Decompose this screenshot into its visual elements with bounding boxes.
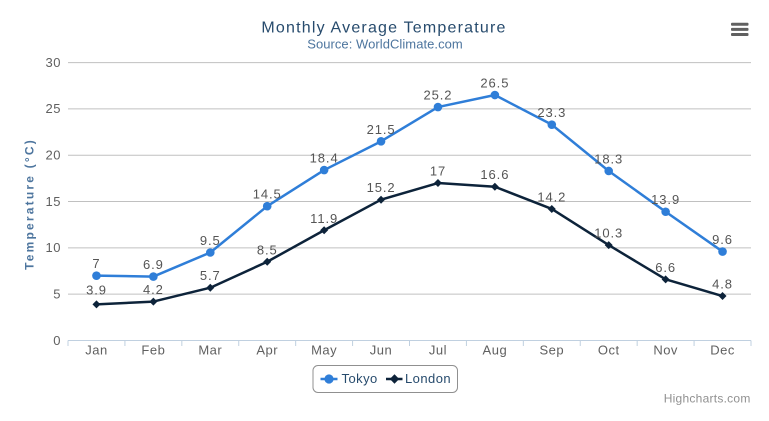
svg-text:18.4: 18.4 bbox=[310, 151, 339, 166]
svg-text:Monthly Average Temperature: Monthly Average Temperature bbox=[261, 19, 506, 36]
svg-text:8.5: 8.5 bbox=[257, 242, 278, 257]
svg-text:4.8: 4.8 bbox=[712, 277, 733, 292]
svg-text:18.3: 18.3 bbox=[594, 152, 623, 167]
svg-text:4.2: 4.2 bbox=[143, 282, 164, 297]
svg-text:9.5: 9.5 bbox=[200, 233, 221, 248]
svg-text:Jan: Jan bbox=[85, 342, 107, 357]
svg-text:Mar: Mar bbox=[198, 342, 222, 357]
svg-text:15.2: 15.2 bbox=[367, 180, 396, 195]
svg-text:May: May bbox=[311, 342, 337, 357]
svg-text:16.6: 16.6 bbox=[480, 167, 509, 182]
svg-text:Oct: Oct bbox=[598, 342, 620, 357]
svg-text:7: 7 bbox=[92, 256, 100, 271]
svg-text:20: 20 bbox=[46, 148, 61, 163]
svg-text:0: 0 bbox=[53, 333, 61, 348]
svg-text:6.9: 6.9 bbox=[143, 257, 164, 272]
svg-text:London: London bbox=[405, 371, 451, 386]
svg-text:Nov: Nov bbox=[653, 342, 678, 357]
svg-text:10: 10 bbox=[46, 240, 61, 255]
svg-text:26.5: 26.5 bbox=[480, 76, 509, 91]
svg-text:17: 17 bbox=[430, 164, 446, 179]
svg-text:25.2: 25.2 bbox=[424, 88, 453, 103]
svg-text:Aug: Aug bbox=[483, 342, 508, 357]
svg-text:Source: WorldClimate.com: Source: WorldClimate.com bbox=[307, 37, 463, 52]
svg-text:14.2: 14.2 bbox=[537, 190, 566, 205]
svg-text:25: 25 bbox=[46, 101, 61, 116]
svg-text:9.6: 9.6 bbox=[712, 232, 733, 247]
svg-text:10.3: 10.3 bbox=[594, 226, 623, 241]
svg-text:23.3: 23.3 bbox=[537, 105, 566, 120]
svg-text:21.5: 21.5 bbox=[367, 122, 396, 137]
svg-text:3.9: 3.9 bbox=[86, 282, 107, 297]
svg-text:Highcharts.com: Highcharts.com bbox=[664, 391, 751, 405]
svg-text:Sep: Sep bbox=[539, 342, 564, 357]
svg-text:Dec: Dec bbox=[710, 342, 735, 357]
svg-text:Temperature (°C): Temperature (°C) bbox=[23, 138, 37, 270]
svg-text:Apr: Apr bbox=[256, 342, 278, 357]
svg-text:5.7: 5.7 bbox=[200, 268, 221, 283]
svg-text:15: 15 bbox=[46, 194, 61, 209]
svg-text:Jun: Jun bbox=[370, 342, 392, 357]
svg-text:5: 5 bbox=[53, 287, 61, 302]
svg-text:Tokyo: Tokyo bbox=[342, 371, 378, 386]
svg-text:14.5: 14.5 bbox=[253, 187, 282, 202]
svg-text:Jul: Jul bbox=[429, 342, 447, 357]
svg-text:Feb: Feb bbox=[141, 342, 165, 357]
svg-text:6.6: 6.6 bbox=[655, 260, 676, 275]
svg-text:13.9: 13.9 bbox=[651, 192, 680, 207]
svg-text:30: 30 bbox=[46, 55, 61, 70]
svg-text:11.9: 11.9 bbox=[310, 211, 338, 226]
